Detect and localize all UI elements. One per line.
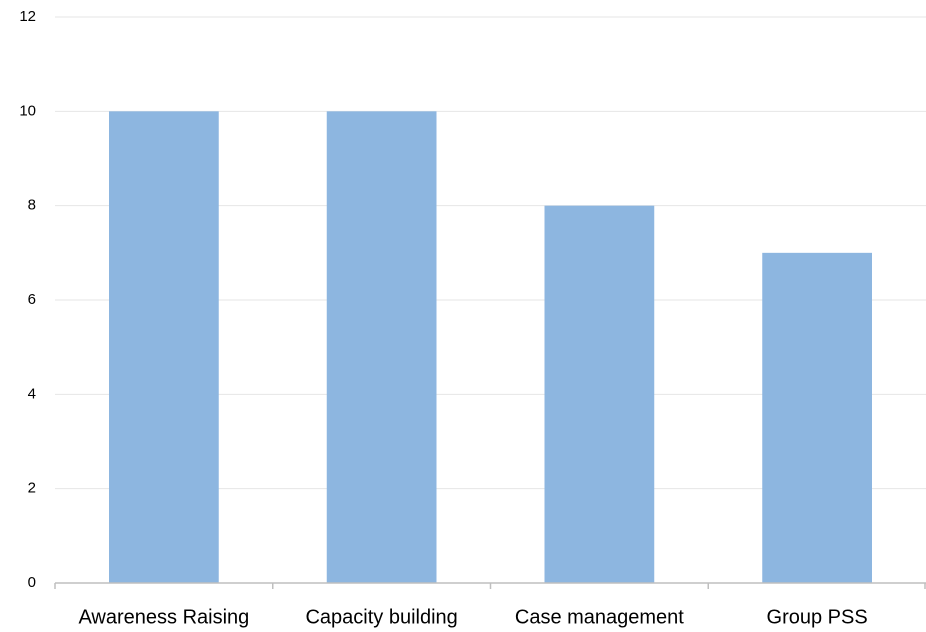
bar (109, 111, 219, 583)
y-tick-label: 12 (19, 8, 36, 25)
y-tick-label: 4 (28, 385, 36, 402)
x-tick-label: Case management (515, 606, 684, 628)
x-tick-label: Group PSS (767, 606, 868, 628)
bar (326, 111, 437, 583)
y-tick-label: 2 (28, 480, 36, 497)
y-tick-label: 6 (28, 291, 36, 308)
bar (762, 252, 872, 584)
y-tick-label: 8 (28, 197, 36, 214)
x-tick-label: Awareness Raising (78, 606, 249, 628)
y-tick-label: 0 (28, 574, 36, 591)
x-tick-label: Capacity building (305, 606, 457, 628)
y-tick-label: 10 (19, 102, 36, 119)
bar (544, 205, 655, 583)
